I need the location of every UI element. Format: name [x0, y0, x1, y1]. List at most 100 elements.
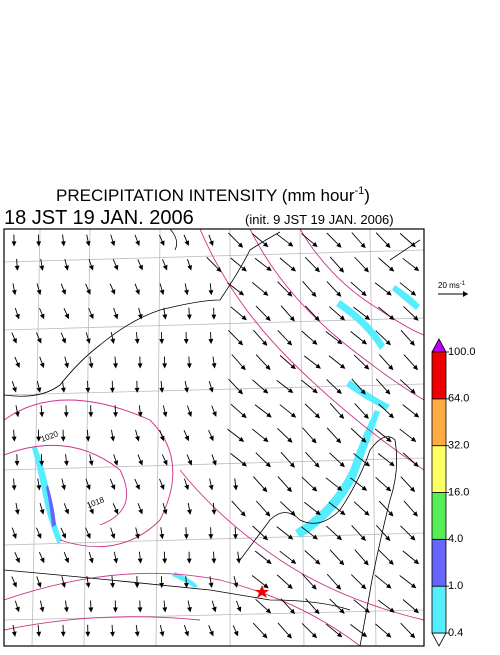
wind-vector: [88, 405, 94, 418]
wind-vector: [279, 501, 296, 516]
wind-vector: [109, 380, 115, 393]
wind-vector: [326, 525, 342, 541]
wind-vector: [14, 307, 20, 320]
wind-vector: [159, 283, 165, 296]
wind-vector: [137, 259, 143, 271]
wind-vector: [232, 625, 239, 637]
wind-vector: [351, 525, 366, 541]
wind-vector: [162, 307, 168, 320]
wind-vector: [400, 622, 416, 639]
wind-vector: [63, 454, 69, 467]
wind-vector: [39, 600, 45, 613]
wind-vector: [113, 551, 119, 564]
wind-vector: [400, 329, 415, 346]
wind-vector: [377, 453, 395, 467]
wind-vector: [277, 476, 293, 493]
wind-vector: [159, 478, 165, 491]
wind-vector: [184, 625, 189, 637]
vector-reference-main: 20 ms: [438, 281, 460, 290]
wind-vector: [39, 356, 45, 369]
wind-vector: [112, 503, 119, 515]
wind-vector: [276, 574, 293, 590]
wind-vector: [350, 331, 368, 345]
wind-vector: [112, 600, 118, 613]
wind-vector: [14, 258, 20, 271]
wind-vector: [378, 549, 394, 565]
wind-vector: [137, 600, 143, 613]
wind-vector: [60, 380, 66, 393]
wind-vector: [134, 380, 140, 393]
wind-vector: [184, 478, 189, 491]
wind-vector: [60, 527, 67, 539]
wind-vector: [61, 576, 66, 588]
wind-vector: [402, 550, 420, 565]
wind-vector: [208, 527, 214, 540]
colorbar-label: 32.0: [448, 440, 469, 452]
wind-vector: [110, 527, 116, 539]
wind-vector: [110, 234, 116, 247]
wind-vector: [162, 600, 168, 613]
colorbar-segment: [431, 585, 447, 634]
wind-vector: [11, 478, 17, 491]
wind-vector: [134, 576, 140, 589]
wind-vector: [208, 234, 214, 247]
wind-vector: [279, 257, 297, 272]
wind-vector: [402, 599, 419, 614]
isobars: [4, 229, 424, 646]
wind-vector: [233, 576, 239, 588]
wind-vector: [252, 282, 269, 296]
wind-vector: [64, 356, 69, 369]
colorbar: 0.4 1.0 4.0 16.0 32.0 64.0 100.0: [431, 338, 476, 647]
wind-vector: [184, 380, 189, 393]
colorbar-over: [431, 338, 447, 353]
wind-vector: [85, 478, 91, 491]
wind-vector: [304, 501, 321, 516]
wind-vector: [186, 551, 192, 564]
wind-vector: [280, 305, 295, 322]
wind-vector: [63, 503, 70, 515]
wind-vector: [354, 256, 369, 273]
wind-vector: [162, 551, 168, 564]
wind-vector: [353, 453, 371, 467]
wind-vector: [36, 429, 42, 442]
wind-vector: [208, 283, 214, 296]
colorbar-under: [431, 632, 447, 647]
wind-vector: [255, 598, 272, 614]
wind-vector: [36, 234, 42, 247]
wind-vector: [14, 600, 20, 613]
wind-vector: [161, 454, 168, 466]
map-frame: [3, 228, 425, 647]
wind-vector: [187, 259, 192, 271]
location-star: [255, 585, 269, 598]
wind-vector: [328, 355, 346, 369]
wind-vector: [135, 429, 140, 442]
wind-vector: [376, 525, 391, 542]
wind-vector: [375, 378, 391, 395]
wind-vector: [377, 306, 395, 321]
wind-vector: [113, 356, 118, 369]
wind-vector: [85, 624, 91, 637]
wind-vector: [137, 307, 143, 320]
title-sup: -1: [355, 185, 365, 197]
wind-vector: [277, 427, 293, 443]
wind-vector: [158, 234, 165, 246]
wind-vector: [375, 476, 392, 492]
wind-vector: [230, 306, 247, 321]
wind-vector: [134, 234, 140, 247]
wind-vector: [301, 379, 318, 394]
wind-vector: [377, 599, 395, 613]
wind-vector: [329, 403, 345, 420]
wind-vector: [255, 500, 271, 517]
wind-vector: [208, 429, 214, 442]
wind-vector: [325, 331, 343, 345]
wind-vector: [211, 356, 217, 369]
valid-time: 18 JST 19 JAN. 2006: [4, 207, 194, 229]
wind-vector: [14, 356, 20, 368]
wind-vector: [378, 403, 395, 419]
wind-vector: [399, 379, 416, 394]
title: PRECIPITATION INTENSITY (mm hour-1): [56, 185, 370, 205]
wind-vector: [301, 476, 318, 492]
vector-reference: 20 ms-1: [438, 281, 468, 297]
wind-vector: [36, 380, 42, 393]
wind-vector: [351, 378, 366, 395]
